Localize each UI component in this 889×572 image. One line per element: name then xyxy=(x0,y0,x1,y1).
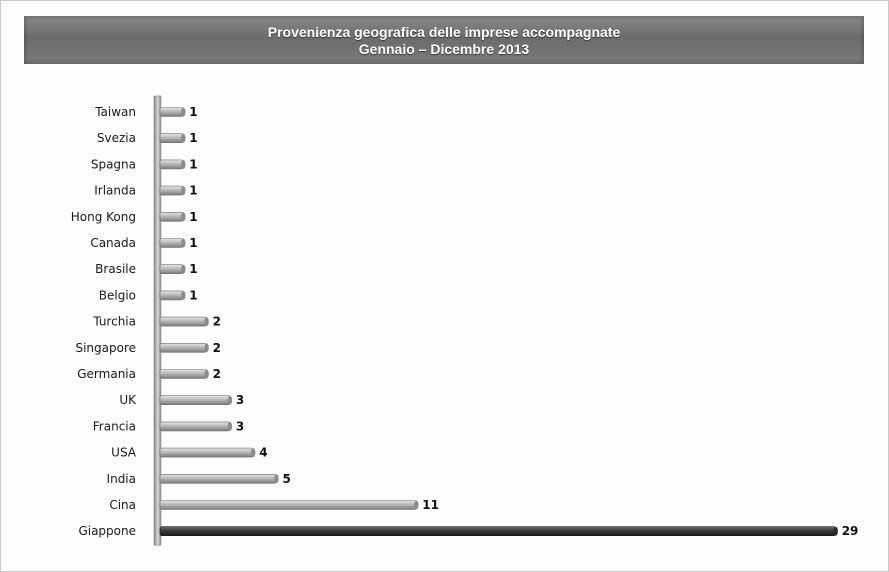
category-label: Cina xyxy=(109,498,136,512)
data-label: 5 xyxy=(283,472,291,486)
bar xyxy=(159,159,184,170)
bar-end-cap xyxy=(227,395,233,405)
category-label: Brasile xyxy=(95,262,136,276)
category-label: Svezia xyxy=(97,131,136,145)
bar-end-cap xyxy=(181,238,186,248)
bar xyxy=(159,316,207,327)
category-label: UK xyxy=(119,393,137,407)
bar xyxy=(159,238,184,248)
data-label: 1 xyxy=(189,262,197,276)
category-label: Belgio xyxy=(99,288,136,302)
bar xyxy=(159,133,184,143)
bar xyxy=(159,342,207,353)
bar-end-cap xyxy=(181,212,186,222)
bar-end-cap xyxy=(181,186,186,196)
bar-end-cap xyxy=(181,290,186,300)
data-label: 1 xyxy=(189,288,197,302)
chart-title-banner: Provenienza geografica delle imprese acc… xyxy=(24,16,864,64)
bar-end-cap xyxy=(227,421,233,431)
bar xyxy=(159,500,417,510)
category-label: USA xyxy=(111,446,137,460)
data-label: 1 xyxy=(189,157,197,171)
category-label: Canada xyxy=(90,236,136,250)
bar xyxy=(159,290,184,301)
category-label: Spagna xyxy=(91,157,136,171)
category-label: Francia xyxy=(93,419,136,433)
data-label: 1 xyxy=(189,236,197,250)
bar-end-cap xyxy=(181,133,186,143)
data-label: 2 xyxy=(213,315,221,329)
bar xyxy=(159,473,277,484)
bar-end-cap xyxy=(274,474,279,484)
chart-title: Provenienza geografica delle imprese acc… xyxy=(267,24,621,40)
data-label: 11 xyxy=(422,498,439,512)
bar-end-cap xyxy=(181,107,186,117)
bar-end-cap xyxy=(204,369,209,379)
data-label: 4 xyxy=(259,446,267,460)
category-label: India xyxy=(107,472,136,486)
bar xyxy=(159,421,231,432)
bar xyxy=(159,264,184,275)
category-label: Taiwan xyxy=(94,105,136,119)
bar xyxy=(159,526,837,537)
bar xyxy=(159,369,207,379)
data-label: 3 xyxy=(236,419,244,433)
category-label: Singapore xyxy=(75,341,136,355)
bar-end-cap xyxy=(204,343,209,353)
data-label: 2 xyxy=(213,367,221,381)
category-label: Irlanda xyxy=(94,184,136,198)
data-label: 3 xyxy=(236,393,244,407)
category-label: Hong Kong xyxy=(71,210,136,224)
data-label: 1 xyxy=(189,131,197,145)
bar-end-cap xyxy=(181,264,186,274)
category-label: Germania xyxy=(77,367,136,381)
bar-end-cap xyxy=(833,526,838,536)
chart-subtitle: Gennaio – Dicembre 2013 xyxy=(358,41,530,57)
bar-end-cap xyxy=(251,448,256,458)
data-label: 1 xyxy=(189,210,197,224)
data-label: 1 xyxy=(189,184,197,198)
bar xyxy=(159,107,184,117)
data-label: 29 xyxy=(842,524,859,538)
bar xyxy=(159,212,184,222)
category-label: Turchia xyxy=(92,315,136,329)
bar-end-cap xyxy=(181,159,186,169)
data-label: 1 xyxy=(189,105,197,119)
bar-end-cap xyxy=(414,500,419,510)
bar xyxy=(159,447,254,458)
data-label: 2 xyxy=(213,341,221,355)
bar xyxy=(159,185,184,196)
category-label: Giappone xyxy=(78,524,136,538)
bar xyxy=(159,395,231,406)
bar-end-cap xyxy=(204,317,209,327)
